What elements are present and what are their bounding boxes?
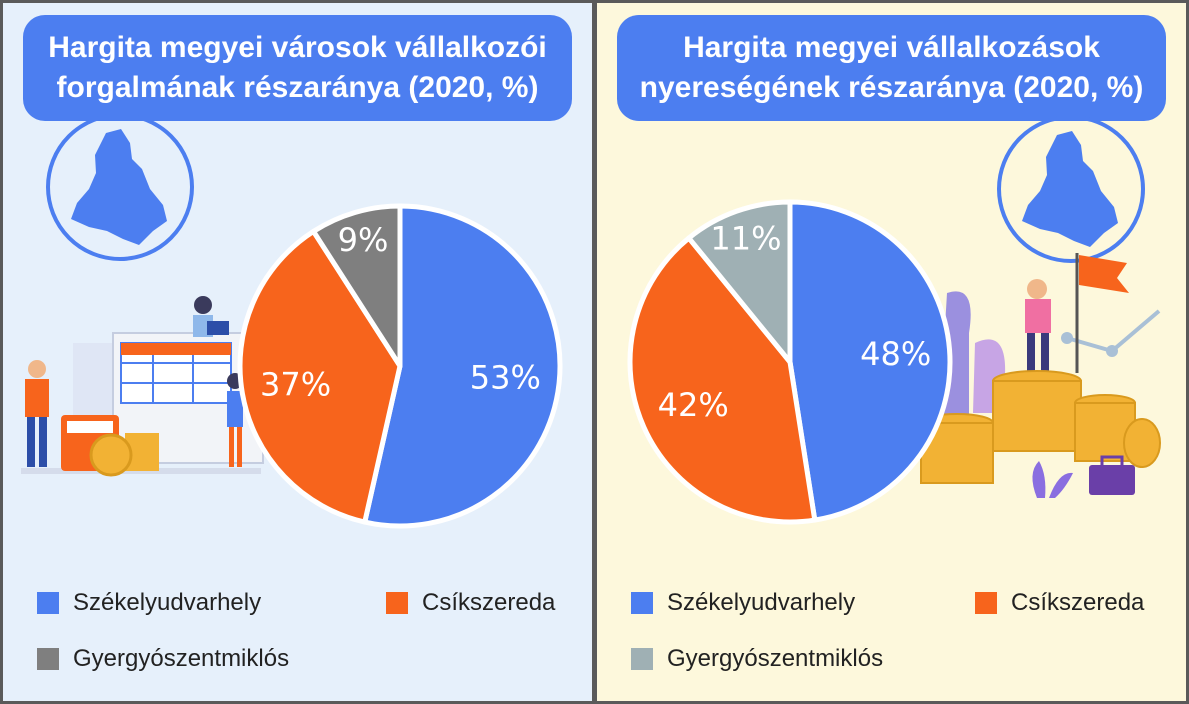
right-chart-svg: 48% 42% 11%	[627, 115, 1161, 525]
county-map-icon	[997, 115, 1145, 263]
legend-swatch	[975, 592, 997, 614]
legend-label: Székelyudvarhely	[73, 589, 262, 616]
legend-label: Gyergyószentmiklós	[73, 645, 290, 672]
left-title-line-2: forgalmának részaránya (2020, %)	[56, 71, 539, 104]
legend-swatch	[37, 648, 59, 670]
left-pie: 53% 37% 9%	[237, 203, 563, 529]
right-pie-slice-label-2: 42%	[658, 386, 729, 424]
county-map-icon	[46, 113, 194, 261]
right-legend-item-1: Székelyudvarhely	[631, 589, 855, 617]
left-chart-svg: 53% 37% 9%	[21, 113, 563, 529]
left-chart-title: Hargita megyei városok vállalkozói forga…	[23, 15, 572, 121]
left-legend-item-1: Székelyudvarhely	[37, 589, 261, 617]
legend-label: Gyergyószentmiklós	[667, 645, 884, 672]
left-pie-slice-label-1: 53%	[470, 359, 541, 397]
right-legend-item-3: Gyergyószentmiklós	[631, 645, 883, 673]
right-pie: 48% 42% 11%	[627, 199, 953, 525]
right-legend-item-2: Csíkszereda	[975, 589, 1144, 617]
legend-swatch	[631, 592, 653, 614]
right-panel: Hargita megyei vállalkozások nyereségéne…	[597, 3, 1186, 701]
legend-label: Székelyudvarhely	[667, 589, 856, 616]
legend-label: Csíkszereda	[1011, 589, 1145, 616]
left-pie-slice-1	[362, 203, 563, 529]
right-pie-slice-2	[627, 235, 818, 525]
success-illustration	[920, 253, 1161, 498]
legend-label: Csíkszereda	[422, 589, 556, 616]
right-pie-slice-3	[686, 199, 793, 365]
legend-swatch	[386, 592, 408, 614]
legend-swatch	[631, 648, 653, 670]
left-title-line-1: Hargita megyei városok vállalkozói	[48, 31, 547, 64]
left-legend-item-2: Csíkszereda	[386, 589, 555, 617]
left-legend-item-3: Gyergyószentmiklós	[37, 645, 289, 673]
right-title-line-1: Hargita megyei vállalkozások	[683, 31, 1100, 64]
right-pie-slice-label-1: 48%	[860, 335, 931, 373]
left-pie-slice-label-3: 9%	[338, 221, 389, 259]
left-pie-slice-label-2: 37%	[260, 365, 331, 403]
right-pie-slice-1	[787, 199, 953, 523]
right-title-line-2: nyereségének részaránya (2020, %)	[639, 71, 1144, 104]
office-illustration	[21, 296, 264, 477]
right-pie-slice-label-3: 11%	[710, 219, 781, 257]
left-panel: Hargita megyei városok vállalkozói forga…	[3, 3, 592, 701]
legend-swatch	[37, 592, 59, 614]
right-chart-title: Hargita megyei vállalkozások nyereségéne…	[617, 15, 1166, 121]
left-pie-slice-3	[310, 203, 403, 369]
